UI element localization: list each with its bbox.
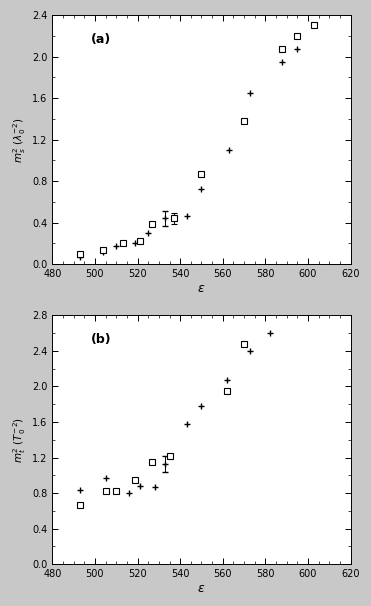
Y-axis label: $m_s^2$ $( \lambda_0^{-2})$: $m_s^2$ $( \lambda_0^{-2})$ xyxy=(11,116,28,162)
Text: (a): (a) xyxy=(91,33,111,45)
Y-axis label: $m_t^2$ $( T_0^{-2})$: $m_t^2$ $( T_0^{-2})$ xyxy=(11,417,28,463)
X-axis label: $\varepsilon$: $\varepsilon$ xyxy=(197,282,206,295)
X-axis label: $\varepsilon$: $\varepsilon$ xyxy=(197,582,206,595)
Text: (b): (b) xyxy=(91,333,112,346)
